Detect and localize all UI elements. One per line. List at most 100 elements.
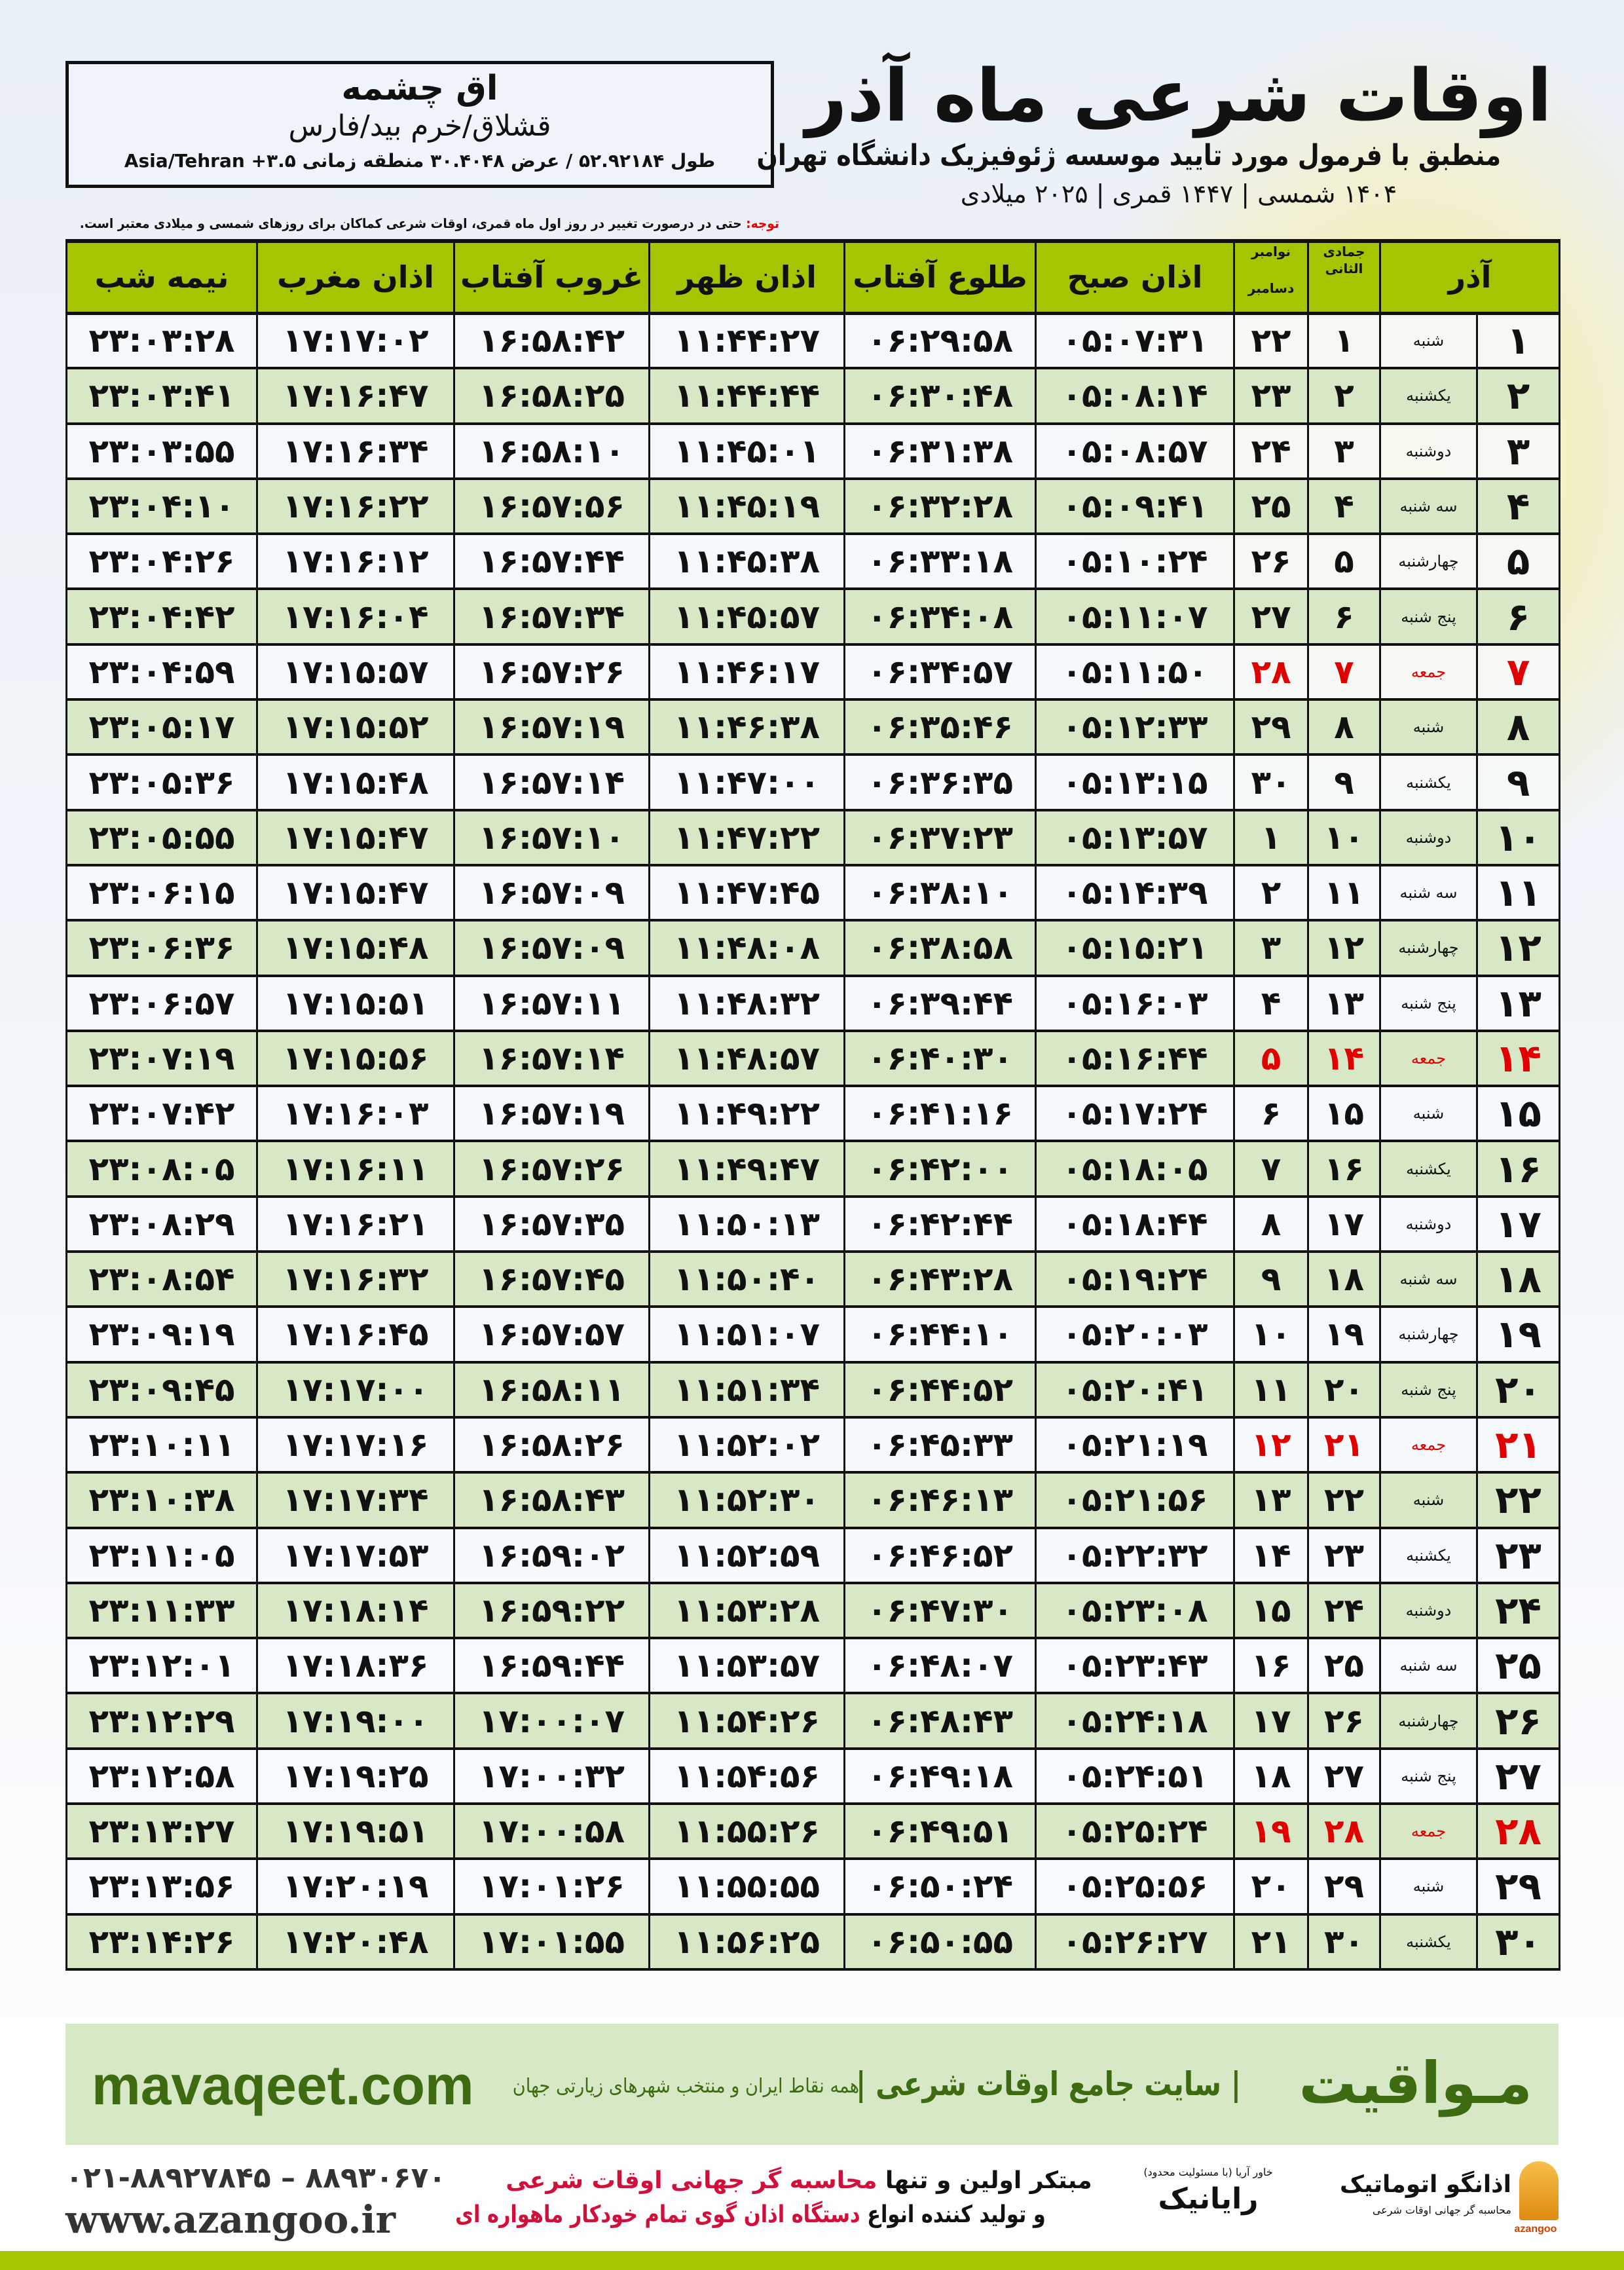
cell-fajr: ۰۵:۲۱:۱۹ <box>1035 1416 1235 1474</box>
cell-sunrise: ۰۶:۳۳:۱۸ <box>843 532 1037 591</box>
cell-day: ۱۴ <box>1476 1030 1561 1088</box>
cell-maghrib-text: ۱۷:۱۵:۴۷ <box>282 818 429 857</box>
cell-fajr-text: ۰۵:۲۰:۰۳ <box>1061 1315 1208 1354</box>
cell-dhuhr-text: ۱۱:۵۰:۴۰ <box>673 1260 821 1299</box>
cell-gregorian-day-text: ۲۷ <box>1251 597 1291 636</box>
cell-hijri-day-text: ۲۵ <box>1323 1647 1365 1685</box>
cell-sunrise: ۰۶:۴۷:۳۰ <box>843 1582 1037 1640</box>
cell-sunrise: ۰۶:۴۲:۰۰ <box>843 1140 1037 1198</box>
cell-hijri-day: ۱۹ <box>1307 1305 1381 1364</box>
cell-maghrib-text: ۱۷:۱۶:۳۴ <box>282 432 429 470</box>
cell-maghrib-text: ۱۷:۱۵:۴۸ <box>282 929 429 967</box>
cell-midnight: ۲۳:۰۳:۴۱ <box>65 367 258 425</box>
table-row: ۶ پنج شنبه ۶ ۲۷ ۰۵:۱۱:۰۷ ۰۶:۳۴:۰۸ ۱۱:۴۵:۵۷ ۱۶:۵… <box>65 587 1561 646</box>
cell-midnight: ۲۳:۰۵:۵۵ <box>65 809 258 866</box>
cell-hijri-day-text: ۸ <box>1334 708 1354 747</box>
cell-day-text: ۱۱ <box>1495 870 1541 916</box>
cell-sunset-text: ۱۶:۵۹:۲۲ <box>478 1591 625 1629</box>
cell-midnight-text: ۲۳:۱۳:۵۶ <box>88 1867 235 1906</box>
cell-fajr: ۰۵:۱۶:۴۴ <box>1035 1030 1235 1088</box>
cell-fajr-text: ۰۵:۱۶:۰۳ <box>1061 984 1208 1022</box>
rayanik-logo: خاور آریا (با مسئولیت محدود) رایانیک <box>1126 2165 1290 2219</box>
cell-hijri-day: ۲۷ <box>1307 1747 1381 1806</box>
cell-dhuhr-text: ۱۱:۴۹:۲۲ <box>673 1094 821 1133</box>
cell-maghrib-text: ۱۷:۱۵:۴۷ <box>282 874 429 912</box>
cell-hijri-day-text: ۱۰ <box>1323 818 1365 857</box>
table-row: ۲۹ شنبه ۲۹ ۲۰ ۰۵:۲۵:۵۶ ۰۶:۵۰:۲۴ ۱۱:۵۵:۵۵ ۱۷:۰۱:… <box>65 1857 1561 1916</box>
cell-day: ۴ <box>1476 477 1561 536</box>
cell-dhuhr-text: ۱۱:۴۹:۴۷ <box>673 1149 821 1188</box>
cell-fajr: ۰۵:۱۶:۰۳ <box>1035 975 1235 1032</box>
location-name-text: اق چشمه <box>341 69 498 108</box>
cell-dhuhr-text: ۱۱:۵۳:۲۸ <box>673 1591 821 1629</box>
cell-fajr: ۰۵:۲۴:۵۱ <box>1035 1747 1235 1806</box>
cell-sunset: ۱۶:۵۸:۲۶ <box>453 1416 650 1474</box>
site-link[interactable]: mavaqeet.com <box>92 2053 511 2118</box>
cell-maghrib: ۱۷:۱۷:۵۳ <box>256 1527 455 1584</box>
cell-gregorian-day-text: ۲۹ <box>1251 708 1291 747</box>
table-row: ۳ دوشنبه ۳ ۲۴ ۰۵:۰۸:۵۷ ۰۶:۳۱:۳۸ ۱۱:۴۵:۰۱ ۱۶:۵۸:… <box>65 422 1561 480</box>
cell-midnight: ۲۳:۰۸:۲۹ <box>65 1195 258 1254</box>
cell-sunset: ۱۶:۵۷:۳۴ <box>453 587 650 646</box>
cell-fajr: ۰۵:۲۶:۲۷ <box>1035 1913 1235 1971</box>
cell-maghrib-text: ۱۷:۱۷:۰۰ <box>282 1370 429 1409</box>
cell-day-text: ۴ <box>1506 484 1530 529</box>
table-row: ۴ سه شنبه ۴ ۲۵ ۰۵:۰۹:۴۱ ۰۶:۳۲:۲۸ ۱۱:۴۵:۱۹ ۱۶:۵۷… <box>65 477 1561 536</box>
cell-sunrise-text: ۰۶:۵۰:۵۵ <box>866 1922 1014 1961</box>
cell-sunrise: ۰۶:۳۵:۴۶ <box>843 698 1037 756</box>
cell-day-text: ۱۸ <box>1495 1257 1541 1302</box>
cell-maghrib-text: ۱۷:۲۰:۴۸ <box>282 1922 429 1961</box>
cell-maghrib: ۱۷:۱۵:۴۸ <box>256 753 455 811</box>
cell-day-text: ۲۵ <box>1495 1643 1541 1688</box>
cell-midnight: ۲۳:۱۲:۲۹ <box>65 1692 258 1750</box>
cell-gregorian-day: ۲۶ <box>1233 532 1309 591</box>
cell-weekday-text: جمعه <box>1411 1049 1447 1068</box>
cell-midnight-text: ۲۳:۱۱:۰۵ <box>88 1536 235 1574</box>
cell-dhuhr: ۱۱:۴۹:۴۷ <box>648 1140 845 1198</box>
cell-gregorian-day-text: ۲۶ <box>1251 542 1291 581</box>
cell-gregorian-day: ۲۷ <box>1233 587 1309 646</box>
cell-gregorian-day: ۲۵ <box>1233 477 1309 536</box>
cell-hijri-day-text: ۲۲ <box>1323 1481 1365 1519</box>
azangoo-website-text[interactable]: www.azangoo.ir <box>65 2197 396 2242</box>
cell-sunset: ۱۶:۵۷:۱۴ <box>453 753 650 811</box>
cell-day: ۲۶ <box>1476 1692 1561 1750</box>
cell-midnight: ۲۳:۰۶:۳۶ <box>65 919 258 977</box>
mavaqeet-logo: مـواقیت <box>1283 2047 1532 2119</box>
cell-midnight-text: ۲۳:۰۶:۱۵ <box>88 874 235 912</box>
cell-dhuhr: ۱۱:۴۵:۱۹ <box>648 477 845 536</box>
cell-fajr-text: ۰۵:۱۸:۰۵ <box>1061 1149 1208 1188</box>
cell-fajr: ۰۵:۱۲:۳۳ <box>1035 698 1235 756</box>
cell-sunset: ۱۶:۵۷:۲۶ <box>453 643 650 701</box>
cell-midnight-text: ۲۳:۰۳:۵۵ <box>88 432 235 470</box>
note-label: توجه: <box>746 215 779 231</box>
cell-weekday-text: چهارشنبه <box>1398 1711 1459 1730</box>
cell-hijri-day: ۲۸ <box>1307 1802 1381 1861</box>
azangoo-website[interactable]: www.azangoo.ir <box>65 2198 471 2241</box>
table-row: ۱۹ چهارشنبه ۱۹ ۱۰ ۰۵:۲۰:۰۳ ۰۶:۴۴:۱۰ ۱۱:۵۱:۰۷ ۱۶… <box>65 1305 1561 1364</box>
cell-gregorian-day-text: ۱۶ <box>1251 1647 1291 1685</box>
cell-hijri-day: ۱۱ <box>1307 864 1381 922</box>
cell-day: ۱۳ <box>1476 975 1561 1032</box>
cell-gregorian-day-text: ۱۵ <box>1251 1591 1291 1629</box>
cell-sunset-text: ۱۶:۵۷:۱۴ <box>478 1039 625 1077</box>
cell-sunrise: ۰۶:۳۴:۵۷ <box>843 643 1037 701</box>
table-row: ۱۶ یکشنبه ۱۶ ۷ ۰۵:۱۸:۰۵ ۰۶:۴۲:۰۰ ۱۱:۴۹:۴۷ ۱۶:۵۷… <box>65 1140 1561 1198</box>
cell-fajr: ۰۵:۱۰:۲۴ <box>1035 532 1235 591</box>
cell-dhuhr: ۱۱:۵۱:۳۴ <box>648 1361 845 1419</box>
cell-day: ۸ <box>1476 698 1561 756</box>
cell-weekday: شنبه <box>1378 1857 1479 1916</box>
cell-dhuhr-text: ۱۱:۵۱:۰۷ <box>673 1315 821 1354</box>
slogan-line1-b: محاسبه گر جهانی اوقات شرعی <box>506 2167 877 2194</box>
site-link-text[interactable]: mavaqeet.com <box>92 2055 474 2116</box>
cell-weekday-text: چهارشنبه <box>1398 1325 1459 1344</box>
rayanik-name: رایانیک <box>1126 2180 1290 2219</box>
cell-dhuhr: ۱۱:۵۴:۵۶ <box>648 1747 845 1806</box>
cell-sunset-text: ۱۶:۵۷:۱۹ <box>478 1094 625 1133</box>
cell-sunset-text: ۱۶:۵۷:۱۰ <box>478 818 625 857</box>
cell-day: ۱۷ <box>1476 1195 1561 1254</box>
cell-gregorian-day: ۲۲ <box>1233 312 1309 370</box>
cell-midnight: ۲۳:۱۲:۰۱ <box>65 1637 258 1695</box>
cell-dhuhr: ۱۱:۵۱:۰۷ <box>648 1305 845 1364</box>
cell-dhuhr: ۱۱:۴۵:۳۸ <box>648 532 845 591</box>
